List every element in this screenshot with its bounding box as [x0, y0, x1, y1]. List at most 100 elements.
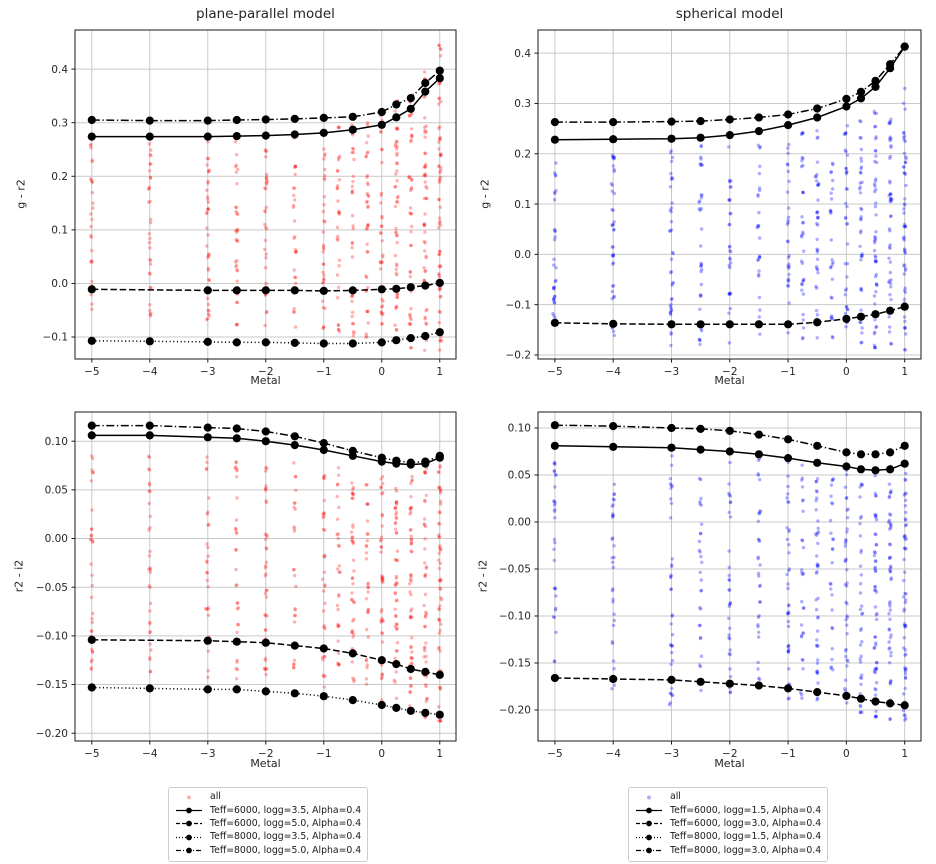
svg-text:0: 0	[843, 748, 850, 760]
legend-entry: Teff=8000, logg=3.0, Alpha=0.4	[634, 845, 821, 857]
svg-text:−5: −5	[547, 748, 562, 760]
y-axis-label-top-left: g - r2	[14, 179, 28, 209]
dashdot-line-sample-icon	[636, 847, 662, 854]
svg-text:−4: −4	[605, 366, 621, 378]
svg-text:0: 0	[378, 366, 385, 378]
solid-line-sample-icon	[636, 807, 662, 814]
x-axis-label-top-right: Metal	[714, 374, 745, 387]
legend-label: Teff=6000, logg=5.0, Alpha=0.4	[210, 817, 362, 829]
svg-text:−0.20: −0.20	[499, 705, 531, 717]
chart-title-spherical: spherical model	[675, 6, 784, 22]
svg-text:−0.05: −0.05	[499, 564, 531, 576]
legend-entry: Teff=8000, logg=1.5, Alpha=0.4	[634, 831, 821, 843]
svg-text:−5: −5	[84, 366, 99, 378]
legend-entry: all	[634, 791, 821, 803]
legend-entry: Teff=8000, logg=3.5, Alpha=0.4	[174, 831, 361, 843]
y-axis-label-top-right: g - r2	[478, 179, 492, 209]
legend-right: all Teff=6000, logg=1.5, Alpha=0.4 Teff=…	[628, 787, 829, 862]
svg-text:0.05: 0.05	[508, 470, 531, 482]
legend-label: Teff=8000, logg=3.0, Alpha=0.4	[670, 844, 822, 856]
dashed-line-sample-icon	[176, 821, 202, 827]
scatter-dot-sample-icon	[647, 795, 651, 800]
svg-text:−0.1: −0.1	[506, 299, 532, 311]
svg-text:−4: −4	[142, 748, 158, 760]
legend-label: Teff=6000, logg=3.0, Alpha=0.4	[670, 817, 822, 829]
legend-label: all	[670, 791, 681, 803]
svg-text:0: 0	[378, 748, 385, 760]
svg-text:−1: −1	[780, 748, 795, 760]
legend-entry: all	[174, 791, 361, 803]
svg-text:−0.1: −0.1	[43, 332, 69, 344]
svg-text:−0.2: −0.2	[506, 350, 532, 362]
y-axis-label-bottom-left: r2 - i2	[12, 559, 26, 593]
dashdot-line-sample-icon	[176, 847, 202, 854]
svg-text:0.05: 0.05	[45, 485, 68, 497]
dotted-line-sample-icon	[176, 834, 202, 841]
legend-entry: Teff=6000, logg=3.0, Alpha=0.4	[634, 818, 821, 830]
legend-label: Teff=6000, logg=3.5, Alpha=0.4	[210, 804, 362, 816]
svg-text:−2: −2	[258, 748, 273, 760]
svg-text:−4: −4	[605, 748, 621, 760]
legend-label: Teff=8000, logg=1.5, Alpha=0.4	[670, 831, 822, 843]
plot-bottom-right: −5 −4 −3 −2 −1 0 1 −0.20 −0.15 −0.10 −0.05 0.00 0.05…	[499, 411, 922, 760]
legend-entry: Teff=8000, logg=5.0, Alpha=0.4	[174, 845, 361, 857]
svg-text:0.1: 0.1	[514, 199, 531, 211]
svg-text:−5: −5	[547, 366, 562, 378]
legend-entry: Teff=6000, logg=3.5, Alpha=0.4	[174, 804, 361, 816]
svg-text:−1: −1	[780, 366, 795, 378]
legend-left: all Teff=6000, logg=3.5, Alpha=0.4 Teff=…	[168, 787, 369, 862]
svg-text:−0.15: −0.15	[499, 658, 531, 670]
plot-top-left: −5 −4 −3 −2 −1 0 1 −0.1 0.0 0.1 0.2 0.3 0.4	[43, 29, 457, 378]
legend-label: Teff=6000, logg=1.5, Alpha=0.4	[670, 804, 822, 816]
svg-text:0.00: 0.00	[45, 533, 68, 545]
svg-text:0.3: 0.3	[51, 117, 68, 129]
svg-text:0.4: 0.4	[51, 64, 68, 76]
svg-text:0.1: 0.1	[51, 225, 68, 237]
svg-text:−3: −3	[664, 748, 679, 760]
svg-text:1: 1	[436, 748, 443, 760]
svg-text:0.2: 0.2	[514, 148, 531, 160]
svg-text:−3: −3	[200, 748, 215, 760]
svg-text:−2: −2	[722, 748, 737, 760]
svg-text:−0.10: −0.10	[499, 611, 531, 623]
svg-text:0.4: 0.4	[514, 48, 531, 60]
svg-text:−2: −2	[722, 366, 737, 378]
plot-top-right: −5 −4 −3 −2 −1 0 1 −0.2 −0.1 0.0 0.1 0.2 0.3 0.4	[506, 29, 922, 378]
svg-text:0.00: 0.00	[508, 517, 531, 529]
solid-line-sample-icon	[176, 807, 202, 814]
legend-label: all	[210, 791, 221, 803]
x-axis-label-bottom-right: Metal	[714, 757, 745, 770]
legend-label: Teff=8000, logg=3.5, Alpha=0.4	[210, 831, 362, 843]
svg-text:1: 1	[436, 366, 443, 378]
svg-text:−5: −5	[84, 748, 99, 760]
svg-text:0.10: 0.10	[508, 423, 531, 435]
scatter-dot-sample-icon	[187, 795, 191, 800]
svg-text:0.10: 0.10	[45, 436, 68, 448]
svg-text:0: 0	[843, 366, 850, 378]
svg-text:0.3: 0.3	[514, 98, 531, 110]
svg-text:−0.15: −0.15	[36, 679, 68, 691]
svg-text:0.2: 0.2	[51, 171, 68, 183]
svg-text:−4: −4	[142, 366, 158, 378]
svg-text:−3: −3	[664, 366, 679, 378]
x-axis-label-bottom-left: Metal	[250, 757, 281, 770]
svg-text:−0.05: −0.05	[36, 582, 68, 594]
dashed-line-sample-icon	[636, 821, 662, 827]
svg-text:1: 1	[901, 366, 908, 378]
y-axis-label-bottom-right: r2 - i2	[476, 559, 490, 593]
legend-label: Teff=8000, logg=5.0, Alpha=0.4	[210, 844, 362, 856]
svg-text:0.0: 0.0	[51, 278, 68, 290]
svg-text:1: 1	[901, 748, 908, 760]
plot-bottom-left: −5 −4 −3 −2 −1 0 1 −0.20 −0.15 −0.10 −0.05 0.00 0.05…	[36, 411, 457, 760]
legend-entry: Teff=6000, logg=1.5, Alpha=0.4	[634, 804, 821, 816]
svg-text:−0.20: −0.20	[36, 728, 68, 740]
dotted-line-sample-icon	[636, 834, 662, 841]
svg-text:−1: −1	[316, 366, 331, 378]
svg-text:0.0: 0.0	[514, 249, 531, 261]
svg-text:−3: −3	[200, 366, 215, 378]
legend-entry: Teff=6000, logg=5.0, Alpha=0.4	[174, 818, 361, 830]
svg-text:−1: −1	[316, 748, 331, 760]
svg-text:−2: −2	[258, 366, 273, 378]
svg-text:−0.10: −0.10	[36, 631, 68, 643]
